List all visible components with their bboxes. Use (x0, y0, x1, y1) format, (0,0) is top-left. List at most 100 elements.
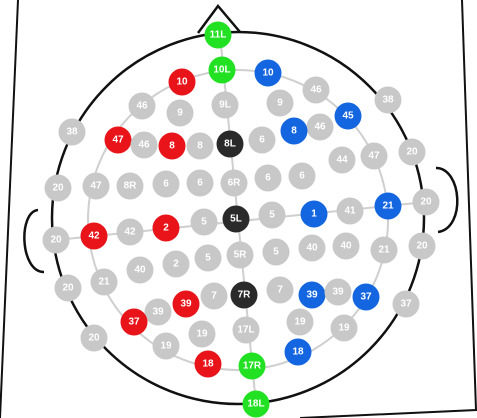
electrode (392, 290, 420, 318)
electrode-label: 2 (173, 259, 179, 270)
electrode (188, 320, 216, 348)
electrode-label: 46 (138, 140, 150, 151)
electrode-label: 9 (277, 98, 283, 109)
electrode (158, 132, 186, 160)
electrode-label: 5 (269, 210, 275, 221)
electrode (288, 162, 316, 190)
electrode-label: 40 (340, 241, 352, 252)
electrode-label: 42 (88, 231, 100, 242)
electrode (280, 117, 308, 145)
electrode-label: 20 (416, 241, 428, 252)
left-ear (23, 208, 45, 274)
electrode (238, 352, 266, 380)
electrode-label: 6 (197, 178, 203, 189)
electrode (216, 130, 244, 158)
electrode (266, 276, 294, 304)
electrode (144, 298, 172, 326)
electrode-label: 10L (213, 65, 230, 76)
electrode (324, 278, 352, 306)
electrode (194, 350, 222, 378)
electrode (42, 226, 70, 254)
electrode-label: 7 (277, 285, 283, 296)
electrode (166, 99, 194, 127)
electrode (186, 132, 214, 160)
electrode-label: 37 (360, 292, 372, 303)
electrode (370, 236, 398, 264)
electrode (230, 281, 258, 309)
electrode (242, 390, 270, 418)
electrode-label: 6R (228, 178, 242, 189)
electrode (302, 76, 330, 104)
electrode (286, 308, 314, 336)
electrode (58, 118, 86, 146)
electrode (54, 274, 82, 302)
electrode (328, 146, 356, 174)
electrode (190, 208, 218, 236)
electrode (152, 332, 180, 360)
electrode (266, 89, 294, 117)
electrode (412, 188, 440, 216)
electrode (120, 308, 148, 336)
electrode-label: 45 (342, 111, 354, 122)
electrode-label: 19 (160, 341, 172, 352)
electrode-label: 5L (230, 214, 242, 225)
electrode-label: 8 (197, 141, 203, 152)
electrode-label: 8 (291, 126, 297, 137)
electrode (116, 172, 144, 200)
electrode (128, 92, 156, 120)
electrode-label: 8R (124, 181, 138, 192)
electrode-label: 19 (294, 317, 306, 328)
electrode-label: 40 (306, 243, 318, 254)
electrode-label: 1 (311, 209, 317, 220)
electrode (80, 222, 108, 250)
electrode (332, 232, 360, 260)
electrode-label: 46 (136, 101, 148, 112)
electrode-label: 11L (210, 30, 227, 41)
electrode (254, 164, 282, 192)
electrode (162, 250, 190, 278)
electrode-label: 18 (202, 359, 214, 370)
electrode (90, 268, 118, 296)
electrode (262, 238, 290, 266)
electrode-label: 20 (420, 197, 432, 208)
electrode (300, 200, 328, 228)
electrode (334, 102, 362, 130)
electrode-label: 19 (196, 329, 208, 340)
electrode-label: 20 (62, 283, 74, 294)
electrode-label: 44 (336, 155, 348, 166)
electrode-label: 6 (265, 173, 271, 184)
electrode (398, 138, 426, 166)
electrode (298, 281, 326, 309)
electrode (204, 21, 232, 49)
electrode-label: 5R (234, 250, 248, 261)
page-edge (0, 0, 19, 418)
electrode-label: 5 (273, 247, 279, 258)
electrode-label: 2 (163, 223, 169, 234)
electrode (232, 316, 260, 344)
electrode (208, 56, 236, 84)
electrode (116, 218, 144, 246)
right-ear (435, 166, 459, 234)
electrode-label: 21 (382, 201, 394, 212)
electrode (298, 234, 326, 262)
electrode-label: 41 (344, 206, 356, 217)
electrode (220, 169, 248, 197)
electrode-label: 47 (90, 181, 102, 192)
electrode-label: 20 (88, 333, 100, 344)
electrode-label: 21 (98, 277, 110, 288)
electrode-label: 8 (169, 141, 175, 152)
electrode (408, 232, 436, 260)
electrode (104, 126, 132, 154)
electrode (284, 338, 312, 366)
electrode-label: 18 (292, 347, 304, 358)
electrode-label: 40 (134, 265, 146, 276)
electrode (172, 290, 200, 318)
electrode (168, 68, 196, 96)
electrode-label: 7 (211, 291, 217, 302)
electrode (44, 174, 72, 202)
electrode (360, 142, 388, 170)
electrode-label: 6 (163, 179, 169, 190)
electrodes: 11L 10L 10 10 46 38 46 9 9L 9 45 46 8 38 47 46 8 8 8L 6 44 47… (42, 21, 440, 418)
electrode-label: 9L (219, 100, 231, 111)
page-edge (299, 0, 477, 418)
